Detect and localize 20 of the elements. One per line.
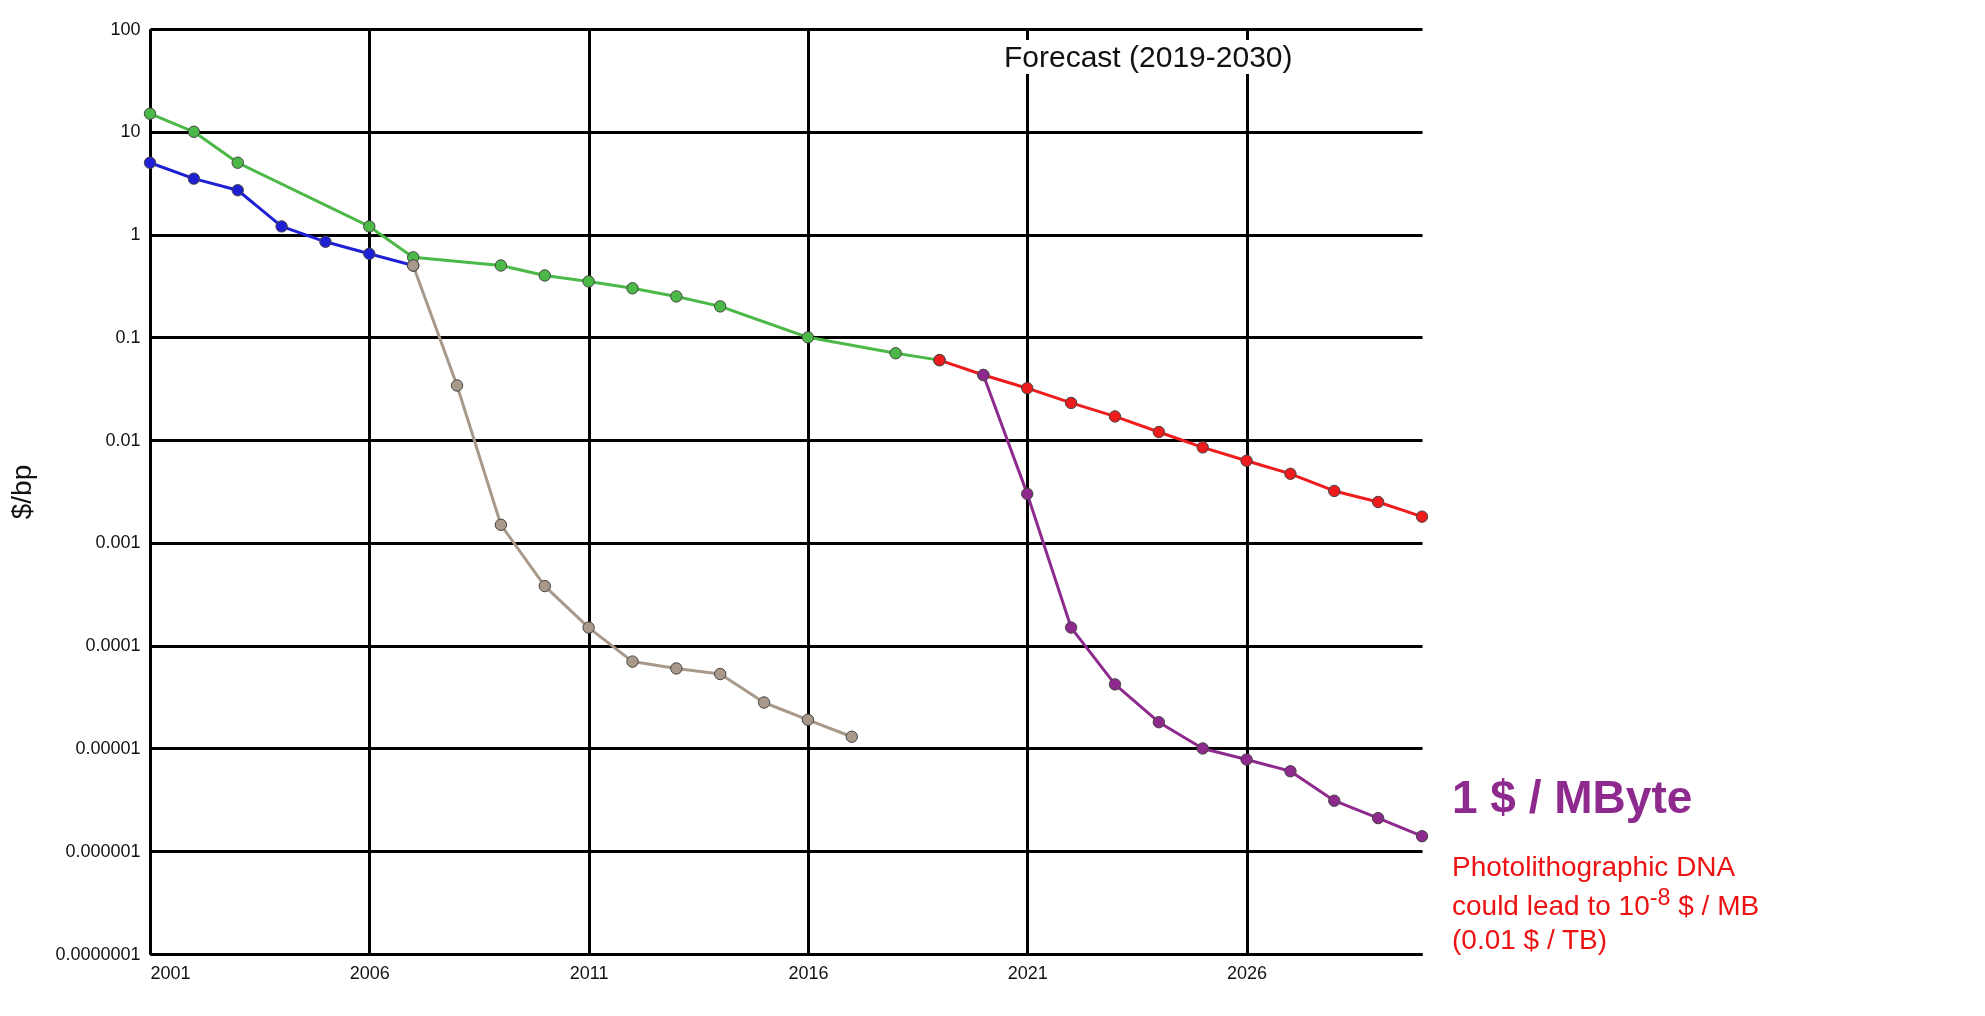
y-tick-label: 0.00001 <box>75 737 141 758</box>
y-tick-label: 10 <box>120 121 141 142</box>
x-tick-label: 2021 <box>1007 962 1048 983</box>
text: 1 $ / MByte <box>1452 770 1693 824</box>
x-tick-label: 2016 <box>788 962 829 983</box>
x-tick-label: 2006 <box>349 962 390 983</box>
x-tick-label: 2001 <box>150 962 191 983</box>
y-tick-label: 0.0000001 <box>55 943 141 964</box>
y-tick-label: 0.0001 <box>85 635 141 656</box>
annotation: Forecast (2019-2030) <box>1000 40 1297 74</box>
y-tick-label: 100 <box>110 18 141 39</box>
y-tick-label: 1 <box>130 224 141 245</box>
x-tick-label: 2026 <box>1227 962 1268 983</box>
y-tick-label: 0.1 <box>115 326 141 347</box>
y-axis-title: $/bp <box>6 464 38 520</box>
y-tick-label: 0.01 <box>105 429 141 450</box>
text: Photolithographic DNA could lead to 10$^{-8}$ $ / MB (0.01 $ / TB) <box>1452 851 1760 955</box>
y-tick-label: 0.001 <box>95 532 141 553</box>
y-tick-label: 0.000001 <box>65 840 141 861</box>
x-tick-label: 2011 <box>569 962 609 983</box>
